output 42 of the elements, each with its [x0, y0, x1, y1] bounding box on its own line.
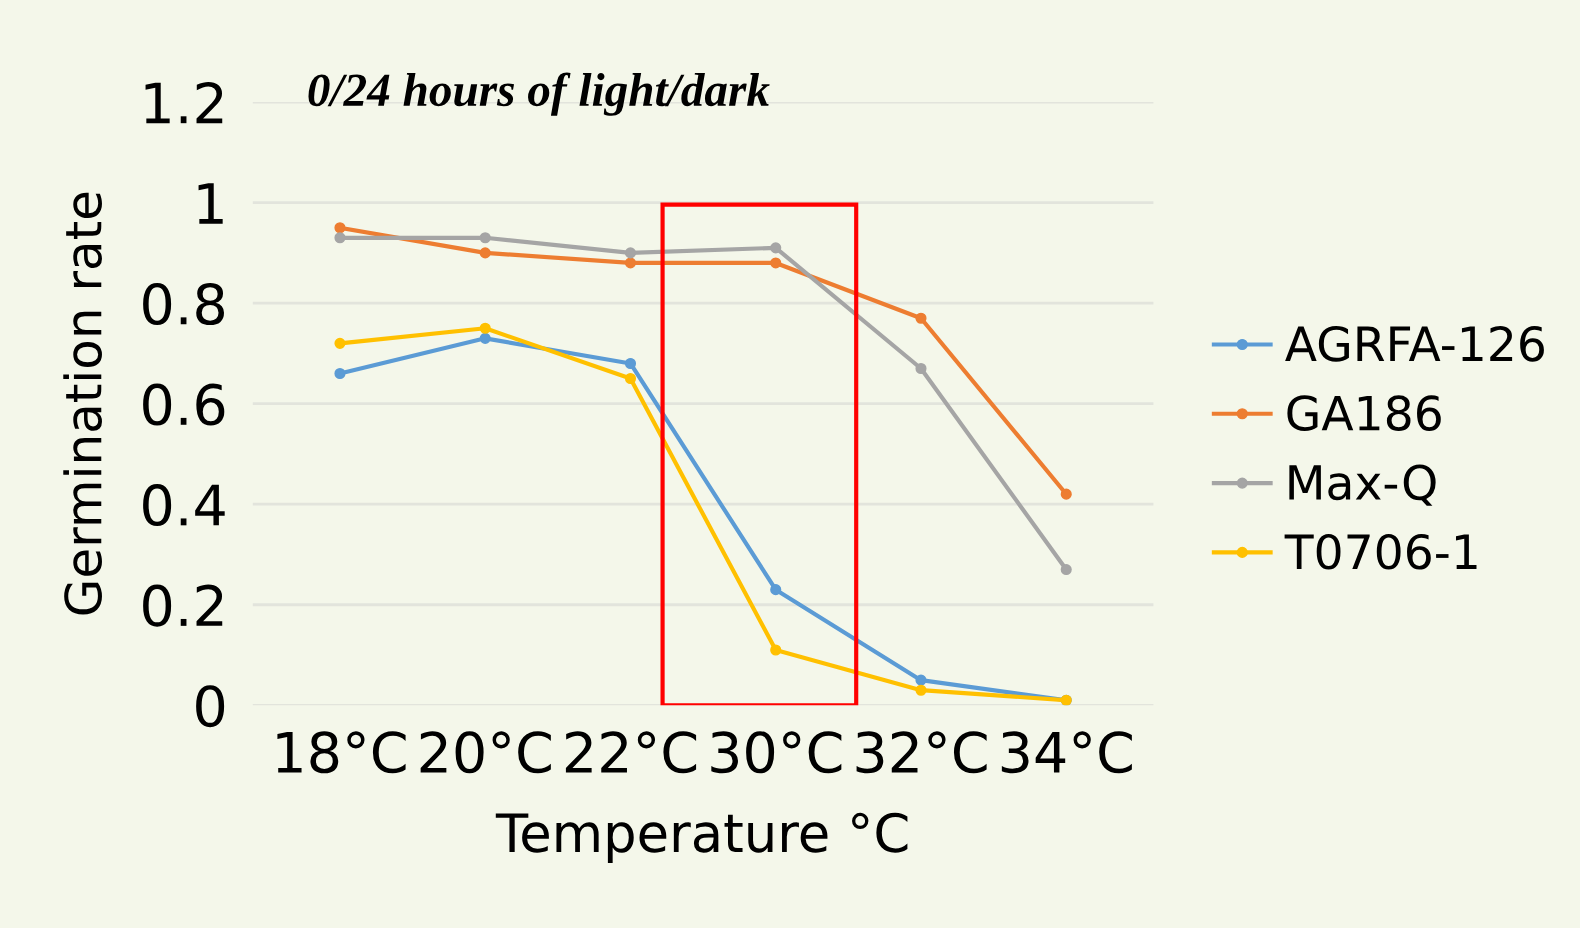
- y-tick-label: 1: [198, 183, 223, 224]
- x-tick-label: 18°C: [277, 731, 406, 774]
- x-tick-label: 22°C: [565, 731, 697, 774]
- point: [1060, 488, 1072, 500]
- y-tick-label: 0.2: [143, 584, 223, 627]
- chart-title: 0/24 hours of light/dark: [308, 72, 770, 116]
- point: [334, 222, 346, 234]
- point: [770, 644, 782, 656]
- y-tick-label: 0.6: [143, 383, 225, 426]
- x-tick-label: 30°C: [711, 731, 842, 774]
- point: [915, 312, 927, 324]
- point: [770, 584, 782, 596]
- point: [334, 337, 346, 349]
- legend-label: T0706-1: [1284, 533, 1477, 570]
- y-axis-title: Germination rate: [63, 192, 102, 615]
- y-tick-label: 0.4: [143, 484, 225, 527]
- x-tick-label: 34°C: [1001, 731, 1132, 774]
- legend-label: Max-Q: [1289, 464, 1436, 506]
- point: [334, 367, 346, 380]
- point: [1060, 564, 1072, 576]
- point: [479, 332, 491, 344]
- point: [770, 242, 782, 254]
- legend-label: GA186: [1287, 395, 1441, 431]
- point: [624, 357, 637, 370]
- point: [915, 684, 927, 696]
- y-tick-label: 0: [196, 685, 225, 728]
- point: [915, 674, 927, 686]
- y-tick-label: 1.2: [145, 81, 223, 124]
- point: [770, 257, 782, 269]
- point: [624, 372, 637, 385]
- x-axis-title: Temperature °C: [495, 812, 908, 863]
- point: [624, 257, 637, 269]
- point: [479, 232, 491, 244]
- legend-label: AGRFA-126: [1285, 325, 1544, 362]
- point: [334, 232, 346, 244]
- point: [479, 247, 491, 259]
- x-tick-label: 32°C: [856, 731, 987, 774]
- point: [624, 247, 637, 259]
- y-tick-label: 0.8: [143, 283, 224, 326]
- x-tick-label: 20°C: [420, 731, 551, 774]
- point: [915, 362, 927, 375]
- point: [479, 322, 491, 334]
